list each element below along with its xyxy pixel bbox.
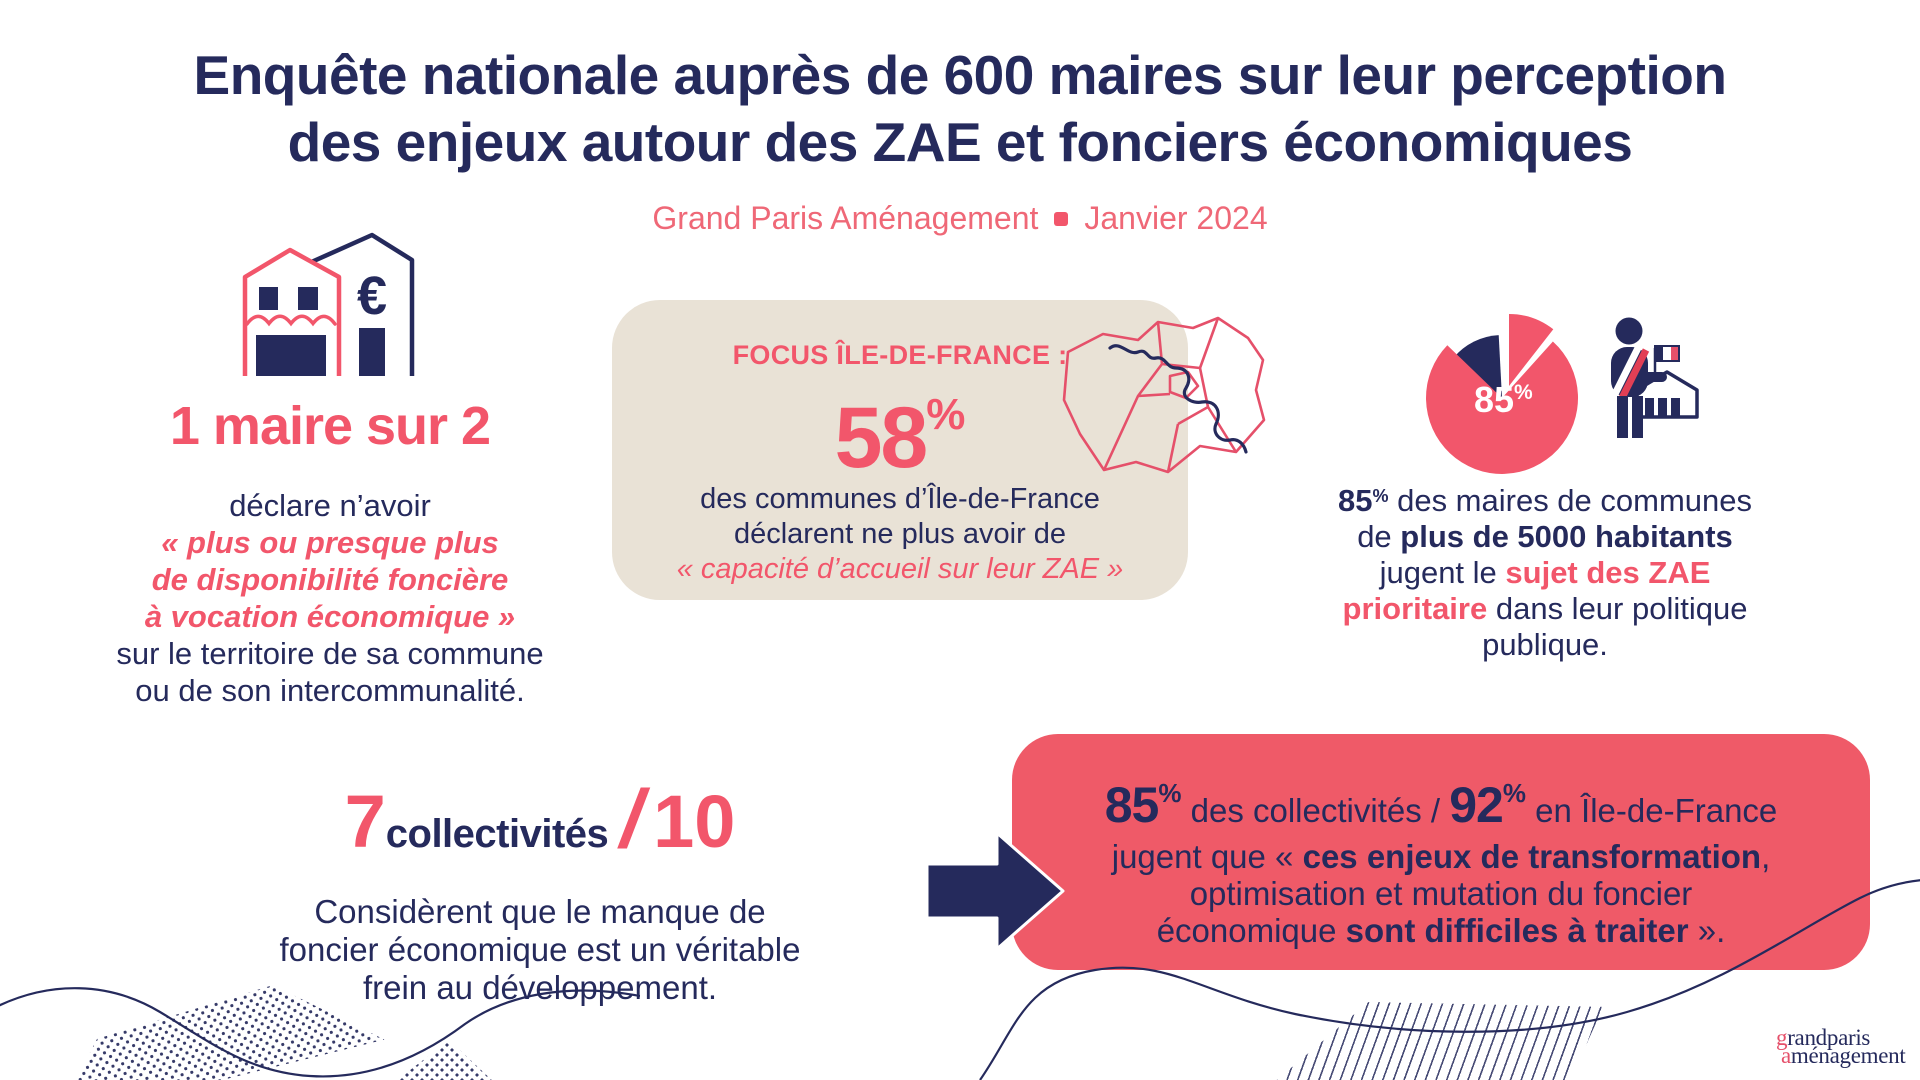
grand-paris-amenagement-logo: grandparis aménagement <box>1776 1025 1906 1068</box>
line: prioritaire dans leur politique <box>1342 591 1748 626</box>
seven-ten-text: Considèrent que le manque de foncier éco… <box>225 893 855 1007</box>
mayor-and-town-hall-icon <box>1609 317 1699 438</box>
line: économique sont difficiles à traiter ». <box>1156 912 1726 949</box>
wave-line-decoration <box>0 987 640 1078</box>
logo-line-2: aménagement <box>1781 1043 1906 1068</box>
stat-quote: « plus ou presque plus de disponibilité … <box>45 524 615 635</box>
line: foncier économique est un véritable <box>279 931 801 968</box>
title-line-1: Enquête nationale auprès de 600 maires s… <box>193 44 1727 106</box>
subtitle-org: Grand Paris Aménagement <box>652 200 1039 236</box>
block-arrow-right-icon <box>925 831 1065 951</box>
subtitle-date: Janvier 2024 <box>1084 200 1268 236</box>
title-line-2: des enjeux autour des ZAE et fonciers éc… <box>287 111 1633 173</box>
economic-buildings-icon: € <box>242 232 415 376</box>
pie-chart-icon: 85% <box>1426 314 1579 474</box>
stat-intro: déclare n’avoir <box>229 488 431 523</box>
focus-label: FOCUS ÎLE-DE-FRANCE : <box>732 340 1068 370</box>
line: publique. <box>1482 627 1608 662</box>
tail-line: ou de son intercommunalité. <box>135 673 525 708</box>
line: jugent le sujet des ZAE <box>1379 555 1711 590</box>
difficulty-statement-card: 85% des collectivités / 92% en Île-de-Fr… <box>1012 734 1870 970</box>
subtitle: Grand Paris Aménagement Janvier 2024 <box>0 200 1920 237</box>
line: 85% des maires de communes <box>1337 483 1753 518</box>
logo-line-1: grandparis <box>1776 1025 1871 1050</box>
quote-line: « plus ou presque plus <box>161 525 499 560</box>
line: frein au développement. <box>362 969 718 1006</box>
wave-line-decoration <box>979 879 1920 1080</box>
svg-text:€: € <box>357 266 387 326</box>
quote-line: à vocation économique » <box>144 599 516 634</box>
seven-ten-headline: 7collectivités/10 <box>344 774 736 865</box>
line: 85% des collectivités / 92% en Île-de-Fr… <box>1104 777 1778 833</box>
stat-tail: sur le territoire de sa commune ou de so… <box>45 635 615 709</box>
focus-quote: « capacité d’accueil sur leur ZAE » <box>676 553 1124 585</box>
stat-headline: 1 maire sur 2 <box>169 396 491 456</box>
line: optimisation et mutation du foncier <box>1189 875 1693 912</box>
tail-line: sur le territoire de sa commune <box>116 636 544 671</box>
square-bullet-icon <box>1054 212 1069 227</box>
focus-line-2: déclarent ne plus avoir de <box>733 518 1067 550</box>
focus-line-1: des communes d’Île-de-France <box>700 483 1100 515</box>
stat-one-mayor-in-two: 1 maire sur 2 déclare n’avoir « plus ou … <box>45 395 615 709</box>
ile-de-france-map-icon <box>1062 316 1266 474</box>
page-title: Enquête nationale auprès de 600 maires s… <box>0 42 1920 176</box>
line: de plus de 5000 habitants <box>1357 519 1733 554</box>
stat-seven-out-of-ten: 7collectivités/10 Considèrent que le man… <box>225 774 855 1007</box>
line: jugent que « ces enjeux de transformatio… <box>1111 838 1771 875</box>
line: Considèrent que le manque de <box>314 893 766 930</box>
stat-85-percent-mayors: 85% des maires de communes de plus de 50… <box>1235 478 1855 663</box>
focus-value: 58% <box>834 390 966 486</box>
quote-line: de disponibilité foncière <box>151 562 509 597</box>
